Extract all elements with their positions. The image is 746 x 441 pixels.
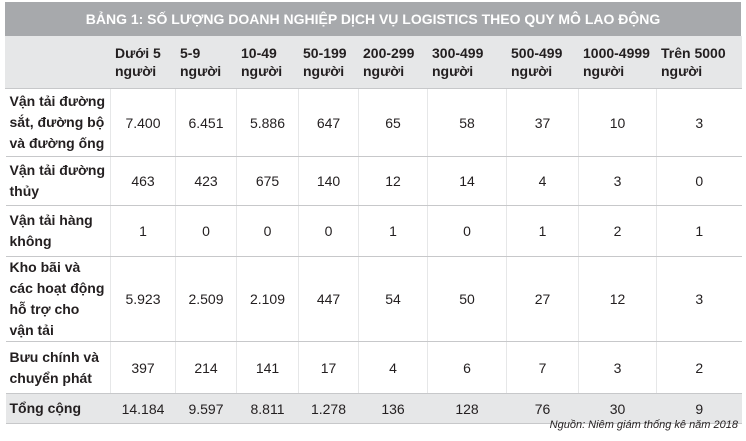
cell: 2 bbox=[656, 341, 742, 394]
table-row: Bưu chính và chuyển phát 397 214 141 17 4 6 7 3 2 bbox=[5, 341, 742, 394]
cell: 6.451 bbox=[175, 88, 237, 157]
cell: 7 bbox=[506, 341, 579, 394]
cell: 5.923 bbox=[110, 256, 176, 342]
cell: 141 bbox=[236, 341, 299, 394]
cell: 12 bbox=[578, 256, 657, 342]
cell: 9.597 bbox=[175, 393, 237, 424]
cell: 9 bbox=[656, 393, 742, 424]
header-cell: 200-299 người bbox=[358, 36, 428, 89]
cell: 397 bbox=[110, 341, 176, 394]
cell: 647 bbox=[298, 88, 359, 157]
cell: 50 bbox=[427, 256, 507, 342]
cell: 3 bbox=[656, 256, 742, 342]
row-label: Tổng cộng bbox=[5, 393, 111, 424]
cell: 463 bbox=[110, 156, 176, 206]
cell: 675 bbox=[236, 156, 299, 206]
row-label: Vận tải đường sắt, đường bộ và đường ống bbox=[5, 88, 111, 157]
cell: 10 bbox=[578, 88, 657, 157]
cell: 0 bbox=[656, 156, 742, 206]
total-row: Tổng cộng 14.184 9.597 8.811 1.278 136 128 76 30… bbox=[5, 393, 742, 424]
cell: 1.278 bbox=[298, 393, 359, 424]
cell: 423 bbox=[175, 156, 237, 206]
cell: 6 bbox=[427, 341, 507, 394]
cell: 30 bbox=[578, 393, 657, 424]
cell: 2.509 bbox=[175, 256, 237, 342]
row-label: Bưu chính và chuyển phát bbox=[5, 341, 111, 394]
cell: 4 bbox=[506, 156, 579, 206]
cell: 447 bbox=[298, 256, 359, 342]
cell: 4 bbox=[358, 341, 428, 394]
table-title: BẢNG 1: SỐ LƯỢNG DOANH NGHIỆP DỊCH VỤ LO… bbox=[5, 2, 741, 36]
table-row: Vận tải hàng không 1 0 0 0 1 0 1 2 1 bbox=[5, 205, 742, 257]
cell: 0 bbox=[236, 205, 299, 257]
cell: 0 bbox=[298, 205, 359, 257]
cell: 136 bbox=[358, 393, 428, 424]
cell: 3 bbox=[578, 156, 657, 206]
header-cell: 300-499 người bbox=[427, 36, 507, 89]
cell: 1 bbox=[506, 205, 579, 257]
header-cell: 1000-4999 người bbox=[578, 36, 657, 89]
cell: 17 bbox=[298, 341, 359, 394]
table-row: Vận tải đường sắt, đường bộ và đường ống… bbox=[5, 88, 742, 157]
cell: 54 bbox=[358, 256, 428, 342]
cell: 140 bbox=[298, 156, 359, 206]
row-label: Vận tải hàng không bbox=[5, 205, 111, 257]
row-label: Kho bãi và các hoạt động hỗ trợ cho vận … bbox=[5, 256, 111, 342]
header-cell bbox=[5, 36, 111, 89]
cell: 12 bbox=[358, 156, 428, 206]
cell: 5.886 bbox=[236, 88, 299, 157]
table-row: Kho bãi và các hoạt động hỗ trợ cho vận … bbox=[5, 256, 742, 342]
cell: 0 bbox=[175, 205, 237, 257]
cell: 76 bbox=[506, 393, 579, 424]
table: Dưới 5 người 5-9 người 10-49 người 50-199 n… bbox=[5, 36, 742, 424]
cell: 1 bbox=[656, 205, 742, 257]
header-row: Dưới 5 người 5-9 người 10-49 người 50-199 n… bbox=[5, 36, 742, 89]
cell: 3 bbox=[656, 88, 742, 157]
cell: 128 bbox=[427, 393, 507, 424]
cell: 27 bbox=[506, 256, 579, 342]
table-row: Vận tải đường thủy 463 423 675 140 12 14 4 3 0 bbox=[5, 156, 742, 206]
cell: 58 bbox=[427, 88, 507, 157]
cell: 14.184 bbox=[110, 393, 176, 424]
header-cell: 500-499 người bbox=[506, 36, 579, 89]
header-cell: 10-49 người bbox=[236, 36, 299, 89]
cell: 65 bbox=[358, 88, 428, 157]
source-note: Nguồn: Niêm giám thống kê năm 2018 bbox=[549, 419, 738, 431]
cell: 14 bbox=[427, 156, 507, 206]
cell: 7.400 bbox=[110, 88, 176, 157]
cell: 2.109 bbox=[236, 256, 299, 342]
cell: 1 bbox=[110, 205, 176, 257]
cell: 8.811 bbox=[236, 393, 299, 424]
row-label: Vận tải đường thủy bbox=[5, 156, 111, 206]
header-cell: Dưới 5 người bbox=[110, 36, 176, 89]
cell: 0 bbox=[427, 205, 507, 257]
cell: 2 bbox=[578, 205, 657, 257]
header-cell: 5-9 người bbox=[175, 36, 237, 89]
cell: 3 bbox=[578, 341, 657, 394]
header-cell: 50-199 người bbox=[298, 36, 359, 89]
cell: 214 bbox=[175, 341, 237, 394]
cell: 37 bbox=[506, 88, 579, 157]
cell: 1 bbox=[358, 205, 428, 257]
table-figure: BẢNG 1: SỐ LƯỢNG DOANH NGHIỆP DỊCH VỤ LO… bbox=[5, 2, 742, 424]
header-cell: Trên 5000 người bbox=[656, 36, 742, 89]
